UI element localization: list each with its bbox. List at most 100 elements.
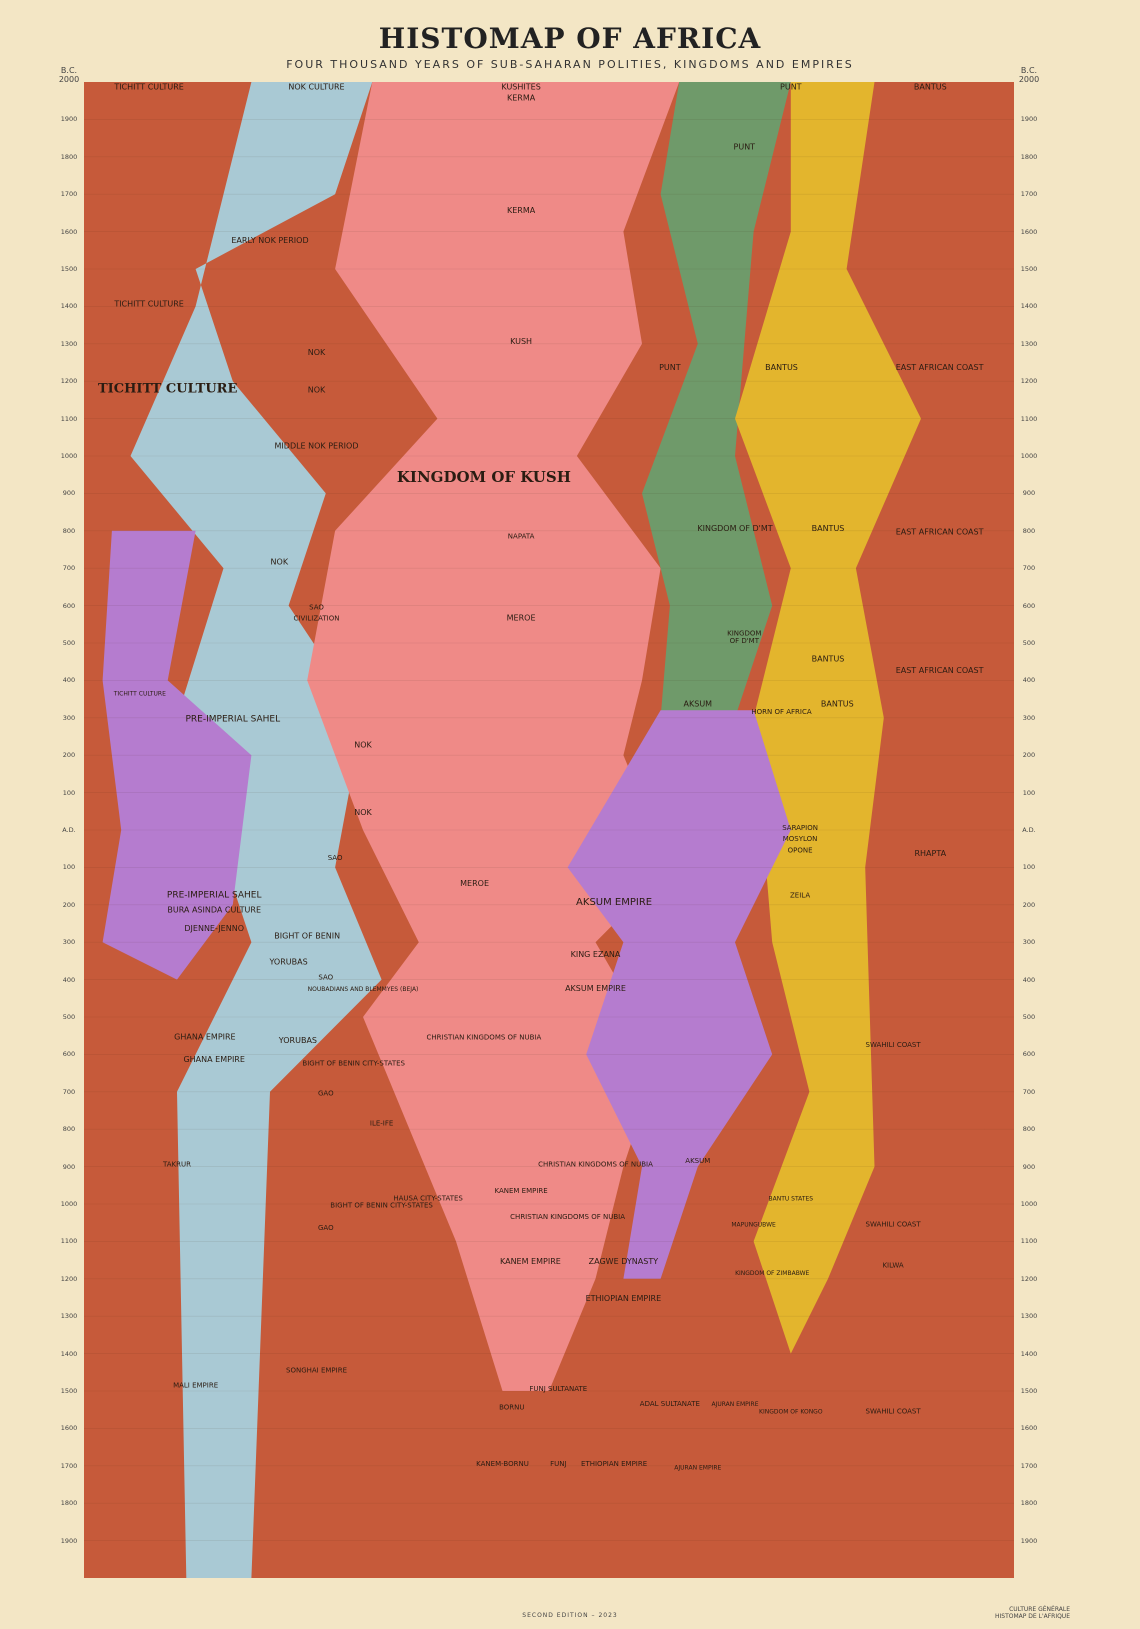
polity-label: MIDDLE NOK PERIOD (275, 442, 359, 451)
polity-label: TICHITT CULTURE (98, 381, 237, 396)
polity-label: NOK (271, 558, 289, 567)
polity-label: TICHITT CULTURE (113, 83, 184, 92)
y-tick-label: 700 (62, 564, 76, 573)
y-tick-label: 200 (1022, 900, 1036, 909)
polity-label: YORUBAS (268, 958, 307, 967)
y-tick-label: 1900 (60, 1536, 78, 1545)
polity-labels: TICHITT CULTURE NOK CULTURE KUSHITES PUNT BA… (98, 83, 984, 1472)
y-tick-label: 1600 (1020, 227, 1038, 236)
year-gridlines (84, 119, 1014, 1541)
y-tick-label: 600 (1022, 601, 1036, 610)
polity-label: TAKRUR (162, 1161, 191, 1169)
polity-label: CHRISTIAN KINGDOMS OF NUBIA (538, 1161, 653, 1169)
y-tick-label: 1700 (60, 1461, 78, 1470)
y-tick-label: 1100 (60, 1237, 78, 1246)
polity-label: KILWA (882, 1262, 903, 1270)
y-tick-label: 100 (1022, 788, 1036, 797)
y-tick-label: 600 (1022, 1050, 1036, 1059)
polity-label: KUSHITES (501, 83, 540, 92)
polity-label: EAST AFRICAN COAST (896, 666, 984, 675)
axis-start-right: 2000 (1018, 75, 1040, 84)
y-tick-label: 300 (1022, 938, 1036, 947)
polity-label: TICHITT CULTURE (113, 299, 184, 308)
y-tick-label: 300 (1022, 713, 1036, 722)
publisher-name: CULTURE GÉNÉRALE (1009, 1606, 1070, 1613)
polity-label: EARLY NOK PERIOD (231, 236, 308, 245)
polity-label: BANTUS (812, 655, 845, 664)
y-tick-label: 1800 (1020, 152, 1038, 161)
polity-label: SAO (328, 854, 343, 862)
polity-label: KANEM EMPIRE (500, 1257, 561, 1266)
polity-bands (84, 82, 1014, 1578)
polity-label: BIGHT OF BENIN CITY-STATES (302, 1060, 405, 1068)
polity-label: KANEM EMPIRE (494, 1187, 547, 1195)
polity-label: ETHIOPIAN EMPIRE (586, 1294, 662, 1303)
polity-label: PUNT (659, 363, 681, 372)
y-tick-label: 1800 (1020, 1499, 1038, 1508)
y-tick-label: 1900 (1020, 115, 1038, 124)
y-tick-label: 100 (62, 788, 76, 797)
band-east-coast (939, 156, 1014, 1541)
polity-label: CHRISTIAN KINGDOMS OF NUBIA (426, 1033, 541, 1041)
polity-label: KUSH (510, 337, 532, 346)
band-sahel (102, 530, 252, 980)
polity-label: SWAHILI COAST (866, 1041, 922, 1049)
y-tick-label: 1700 (1020, 1461, 1038, 1470)
polity-label: AKSUM (685, 1157, 710, 1165)
y-tick-label: 1000 (60, 452, 78, 460)
polity-label: GAO (318, 1224, 334, 1232)
polity-label: HORN OF AFRICA (751, 708, 811, 716)
chart-title: HISTOMAP OF AFRICA (378, 22, 762, 55)
polity-label: PRE-IMPERIAL SAHEL (167, 890, 262, 900)
y-axis-right: 1900 1800 1700 1600 1500 1400 1300 1200 1100 1000… (1016, 100, 1042, 1578)
y-tick-label: 1800 (60, 152, 78, 161)
polity-label: MEROE (507, 614, 536, 623)
y-tick-label: 700 (62, 1087, 76, 1096)
y-tick-label: 600 (62, 1050, 76, 1059)
y-tick-label: 1200 (60, 377, 78, 386)
polity-label: KINGDOM (727, 630, 761, 638)
band-aksum (567, 710, 791, 1279)
y-tick-label: 100 (1022, 863, 1036, 872)
polity-label: NOK CULTURE (288, 83, 344, 92)
y-tick-label: 1500 (1020, 1387, 1038, 1395)
polity-label: BANTUS (821, 700, 854, 709)
band-punt (642, 82, 791, 718)
polity-label: FUNJ (550, 1460, 566, 1468)
polity-label: NOK (308, 385, 326, 394)
chart-subtitle: FOUR THOUSAND YEARS OF SUB-SAHARAN POLIT… (286, 58, 854, 71)
polity-label: NOK (354, 808, 372, 817)
polity-label: KINGDOM OF KONGO (759, 1408, 823, 1415)
y-tick-label: 500 (1022, 639, 1036, 647)
y-tick-label: 800 (62, 526, 76, 535)
y-tick-label: 900 (62, 1162, 76, 1171)
polity-label: MOSYLON (783, 835, 818, 843)
y-tick-label: 1500 (60, 265, 78, 273)
y-tick-label: 1600 (60, 227, 78, 236)
y-tick-label: 1000 (1020, 452, 1038, 460)
y-tick-label: 1200 (1020, 377, 1038, 386)
polity-label: PUNT (780, 83, 802, 92)
polity-label: KINGDOM OF KUSH (397, 468, 571, 486)
polity-label: NOK (354, 741, 372, 750)
polity-label: MEROE (460, 879, 489, 888)
polity-label: SONGHAI EMPIRE (286, 1366, 347, 1374)
polity-label: OF D'MT (730, 637, 760, 645)
y-tick-label: 800 (1022, 526, 1036, 535)
publisher-credit: CULTURE GÉNÉRALE HISTOMAP DE L'AFRIQUE (995, 1606, 1070, 1620)
y-tick-label: 900 (1022, 489, 1036, 498)
y-tick-label: 500 (1022, 1013, 1036, 1021)
polity-label: CHRISTIAN KINGDOMS OF NUBIA (510, 1213, 625, 1221)
y-tick-label: 1000 (1020, 1200, 1038, 1208)
polity-label: OPONE (788, 846, 813, 854)
y-tick-label: 700 (1022, 564, 1036, 573)
y-tick-label: 1900 (60, 115, 78, 124)
polity-label: EAST AFRICAN COAST (896, 363, 984, 372)
polity-label: ETHIOPIAN EMPIRE (581, 1460, 647, 1468)
polity-label: PUNT (734, 142, 756, 151)
polity-label: GHANA EMPIRE (174, 1032, 235, 1041)
polity-label: BANTUS (812, 524, 845, 533)
band-nok (130, 82, 382, 1578)
